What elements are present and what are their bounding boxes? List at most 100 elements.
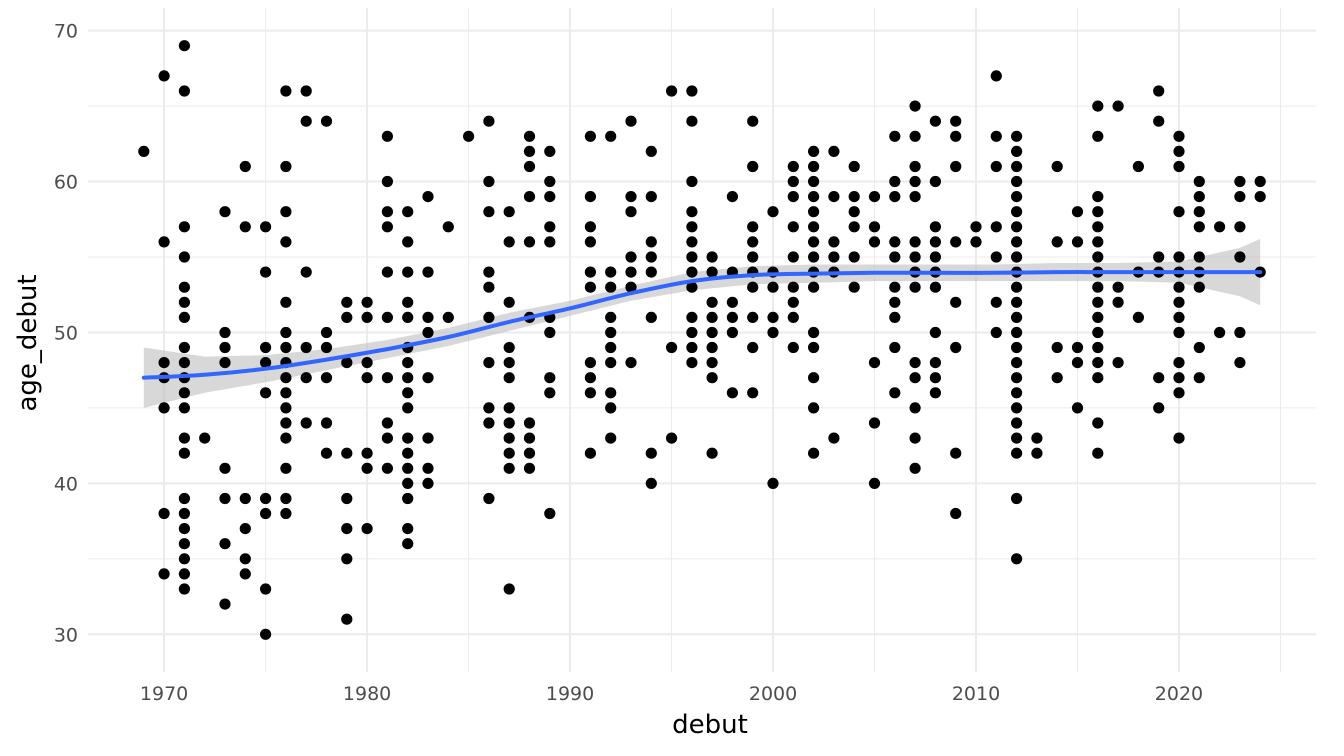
data-point: [503, 236, 515, 248]
y-tick-label: 40: [54, 473, 78, 495]
data-point: [828, 251, 840, 263]
data-point: [909, 402, 921, 414]
data-point: [868, 191, 881, 203]
data-point: [280, 160, 292, 173]
data-point: [280, 372, 292, 384]
data-point: [463, 130, 475, 142]
data-point: [1234, 175, 1246, 188]
data-point: [381, 432, 393, 444]
data-point: [909, 236, 921, 248]
data-point: [422, 372, 434, 384]
data-point: [402, 432, 414, 444]
data-point: [341, 523, 353, 535]
data-point: [767, 477, 779, 489]
data-point: [1254, 191, 1266, 203]
data-point: [219, 357, 231, 369]
data-point: [178, 387, 190, 399]
data-point: [889, 387, 901, 399]
data-point: [706, 372, 718, 384]
data-point: [1234, 326, 1246, 339]
data-point: [158, 507, 170, 520]
data-point: [605, 402, 617, 414]
data-point: [402, 387, 414, 399]
data-point: [178, 402, 190, 414]
data-point: [178, 523, 190, 535]
data-point: [889, 236, 901, 248]
data-point: [909, 100, 921, 112]
data-point: [686, 221, 698, 233]
data-point: [158, 568, 170, 580]
data-point: [1092, 206, 1104, 218]
data-point: [1092, 281, 1104, 293]
data-point: [625, 206, 637, 218]
x-axis-title: debut: [672, 710, 748, 740]
data-point: [1092, 341, 1104, 354]
y-axis-ticks: 30 40 50 60 70: [54, 21, 78, 647]
data-point: [990, 130, 1002, 142]
data-point: [909, 281, 921, 293]
data-point: [341, 553, 353, 565]
data-point: [645, 266, 657, 278]
data-point: [868, 417, 881, 429]
data-point: [686, 311, 698, 323]
data-point: [686, 206, 698, 218]
data-point: [1071, 206, 1084, 218]
data-point: [808, 251, 820, 263]
y-tick-label: 60: [54, 172, 78, 194]
data-point: [909, 130, 921, 142]
data-point: [260, 492, 272, 505]
data-point: [1234, 221, 1246, 233]
data-point: [483, 175, 495, 188]
data-point: [686, 266, 698, 278]
data-point: [300, 115, 312, 127]
data-point: [422, 326, 434, 339]
data-point: [1011, 236, 1023, 248]
data-point: [970, 236, 982, 248]
x-tick-label: 2010: [952, 683, 1000, 705]
data-point: [361, 447, 373, 459]
data-point: [706, 311, 718, 323]
data-point: [219, 462, 231, 474]
data-point: [747, 221, 759, 233]
data-point: [808, 281, 820, 293]
data-point: [625, 266, 637, 278]
y-tick-label: 70: [54, 21, 78, 43]
data-point: [726, 326, 739, 339]
data-point: [1092, 326, 1104, 339]
data-point: [686, 236, 698, 248]
data-point: [1173, 311, 1185, 323]
data-point: [584, 130, 597, 142]
data-point: [990, 251, 1002, 263]
data-point: [1011, 281, 1023, 293]
data-point: [544, 191, 556, 203]
data-point: [280, 432, 292, 444]
data-point: [280, 462, 292, 474]
data-point: [808, 341, 820, 354]
data-point: [1071, 402, 1084, 414]
data-point: [686, 175, 698, 188]
data-point: [523, 447, 536, 459]
data-point: [239, 523, 251, 535]
data-point: [402, 357, 414, 369]
data-point: [605, 266, 617, 278]
data-point: [1011, 206, 1023, 218]
data-point: [828, 145, 840, 157]
data-point: [361, 311, 373, 323]
data-point: [706, 357, 718, 369]
data-point: [828, 432, 840, 444]
data-point: [929, 175, 942, 188]
data-point: [1214, 221, 1226, 233]
data-point: [402, 311, 414, 323]
data-point: [909, 160, 921, 173]
data-point: [747, 236, 759, 248]
data-point: [1051, 160, 1063, 173]
data-point: [381, 221, 393, 233]
data-point: [178, 553, 190, 565]
data-point: [787, 296, 799, 308]
data-point: [483, 311, 495, 323]
data-point: [1051, 372, 1063, 384]
data-point: [300, 341, 312, 354]
x-tick-label: 1990: [546, 683, 594, 705]
data-point: [381, 372, 393, 384]
